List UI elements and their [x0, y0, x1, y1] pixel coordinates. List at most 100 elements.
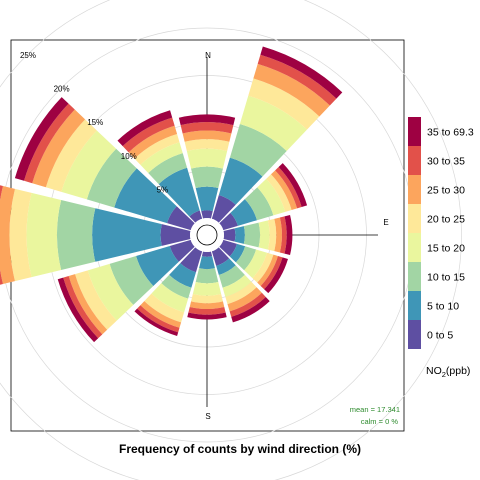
wedge-300-25-to-30 [32, 109, 86, 188]
wedge-210-10-to-15 [161, 274, 192, 299]
wedge-30-5-to-10 [218, 157, 263, 205]
legend-swatch-10-to-15 [408, 262, 421, 291]
wedge-0-15-to-20 [186, 148, 228, 169]
wedge-330-35-to-69.3 [117, 110, 173, 147]
wedge-240-15-to-20 [87, 263, 134, 321]
wedge-330-10-to-15 [148, 153, 188, 185]
wedge-0-30-to-35 [180, 122, 234, 134]
wedge-120-0-to-5 [219, 239, 237, 257]
wedge-90-20-to-25 [267, 218, 277, 252]
wedge-120-35-to-69.3 [264, 257, 288, 294]
wedge-180-5-to-10 [199, 256, 215, 270]
calm-label: calm = 0 % [361, 417, 399, 426]
radial-tick-label-25: 25% [20, 51, 36, 60]
wedge-150-0-to-5 [211, 247, 230, 266]
radial-tick-label-5: 5% [157, 185, 169, 194]
wedge-300-35-to-69.3 [14, 97, 69, 181]
wedge-120-20-to-25 [252, 252, 274, 283]
wedge-240-35-to-69.3 [57, 277, 99, 343]
wedge-240-5-to-10 [136, 246, 179, 286]
wedge-30-0-to-5 [211, 195, 236, 223]
legend-swatch-30-to-35 [408, 146, 421, 175]
wedge-330-0-to-5 [189, 210, 203, 223]
direction-label-S: S [205, 412, 210, 421]
wedge-120-10-to-15 [235, 246, 257, 271]
wedge-90-35-to-69.3 [284, 215, 293, 255]
wedge-180-30-to-35 [188, 306, 226, 315]
wedge-180-10-to-15 [195, 268, 219, 284]
legend-swatch-0-to-5 [408, 320, 421, 349]
wedge-210-25-to-30 [140, 301, 182, 328]
wedge-330-5-to-10 [158, 167, 200, 217]
legend-label-35-to-69.3: 35 to 69.3 [427, 127, 474, 139]
wedge-90-0-to-5 [223, 228, 236, 242]
wedge-240-10-to-15 [109, 256, 154, 305]
wedge-270-5-to-10 [92, 208, 162, 262]
wedge-30-20-to-25 [248, 78, 320, 130]
wedge-330-30-to-35 [122, 117, 175, 153]
wedge-0-35-to-69.3 [178, 114, 236, 126]
direction-label-N: N [205, 51, 211, 60]
wedge-60-35-to-69.3 [278, 163, 308, 207]
calm-hole [190, 218, 224, 252]
wedge-30-10-to-15 [229, 123, 287, 177]
wedge-180-25-to-30 [189, 301, 225, 310]
radial-tick-labels: 5% 10% 15% 20% 25% [20, 51, 168, 194]
calm-center [190, 218, 224, 252]
wedge-270-15-to-20 [26, 192, 62, 278]
wedge-60-10-to-15 [244, 187, 274, 221]
legend-title-main: NO [426, 365, 442, 377]
legend-label-25-to-30: 25 to 30 [427, 185, 465, 197]
legend-label-5-to-10: 5 to 10 [427, 301, 459, 313]
wedge-300-30-to-35 [24, 103, 75, 184]
wedge-150-15-to-20 [222, 274, 252, 297]
wedge-90-30-to-35 [279, 216, 287, 254]
wedge-180-35-to-69.3 [187, 312, 227, 320]
wedge-330-25-to-30 [128, 125, 178, 159]
chart-title: Frequency of counts by wind direction (%… [119, 442, 361, 456]
radial-tick-label-20: 20% [54, 85, 70, 94]
wedge-210-35-to-69.3 [134, 308, 179, 337]
wedge-210-15-to-20 [151, 283, 189, 313]
legend-swatch-35-to-69.3 [408, 117, 421, 146]
wedge-0-10-to-15 [191, 166, 223, 188]
wedge-30-30-to-35 [257, 54, 337, 106]
wedge-300-10-to-15 [86, 148, 137, 208]
wedge-210-5-to-10 [169, 263, 196, 288]
wedge-210-0-to-5 [180, 247, 203, 273]
legend-label-20-to-25: 20 to 25 [427, 214, 465, 226]
wedge-60-5-to-10 [230, 199, 257, 226]
wedge-300-0-to-5 [167, 206, 195, 231]
wedge-300-20-to-25 [45, 119, 97, 192]
wedge-60-0-to-5 [219, 212, 238, 231]
direction-label-E: E [383, 218, 388, 227]
wedge-150-10-to-15 [218, 265, 245, 288]
legend-label-15-to-20: 15 to 20 [427, 243, 465, 255]
wedge-150-5-to-10 [216, 258, 236, 275]
wedge-30-35-to-69.3 [260, 46, 343, 99]
legend-title-sub: 2 [442, 370, 446, 379]
wedge-0-5-to-10 [195, 186, 219, 212]
wedge-270-20-to-25 [9, 188, 32, 282]
legend-swatch-5-to-10 [408, 291, 421, 320]
calm-circle [196, 224, 218, 246]
wedge-150-30-to-35 [229, 292, 266, 317]
legend-label-30-to-35: 30 to 35 [427, 156, 465, 168]
wedge-120-25-to-30 [257, 254, 278, 286]
legend-title-suffix: (ppb) [446, 365, 471, 377]
wedge-240-30-to-35 [63, 275, 103, 339]
wedge-300-15-to-20 [61, 130, 117, 200]
wedge-300-5-to-10 [114, 168, 177, 224]
wedge-240-25-to-30 [68, 274, 108, 335]
wedge-210-30-to-35 [137, 305, 180, 333]
legend-title: NO2(ppb) [426, 365, 470, 379]
legend: 0 to 5 5 to 10 10 to 15 15 to 20 20 to 25 25 … [408, 117, 474, 349]
grid-circle-25 [0, 0, 462, 480]
wedge-270-0-to-5 [160, 224, 191, 246]
wedge-60-25-to-30 [271, 170, 298, 210]
wedge-30-25-to-30 [253, 63, 330, 117]
wedge-90-10-to-15 [243, 222, 261, 248]
wedge-120-30-to-35 [260, 256, 283, 290]
wedge-0-25-to-30 [182, 130, 232, 142]
